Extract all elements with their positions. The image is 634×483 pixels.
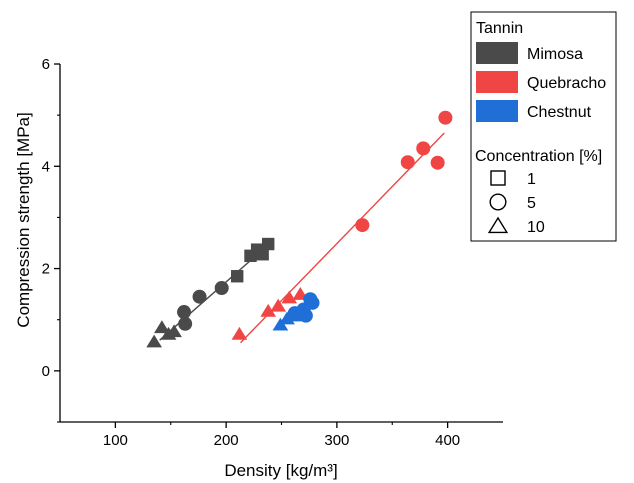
data-point-mimosa-circle (192, 289, 207, 304)
data-point-quebracho-circle (400, 155, 415, 170)
data-point-quebracho-circle (416, 141, 431, 156)
data-point-quebracho-triangle (281, 290, 298, 304)
y-axis-label: Compression strength [MPa] (14, 112, 33, 327)
data-point-quebracho-triangle (270, 298, 287, 312)
data-point-mimosa-triangle (154, 320, 170, 334)
data-point-mimosa-square (231, 270, 244, 283)
data-point-quebracho-triangle (260, 303, 277, 317)
y-tick-label: 4 (42, 158, 50, 175)
legend-shape-circle-icon (489, 193, 507, 211)
legend-label-chestnut: Chestnut (527, 104, 592, 121)
legend-swatch-mimosa (476, 42, 518, 64)
data-point-mimosa-circle (178, 316, 193, 331)
data-point-chestnut-circle (298, 308, 313, 323)
data-point-quebracho-circle (355, 218, 370, 233)
data-point-mimosa-circle (177, 305, 192, 320)
data-point-mimosa-circle (214, 281, 229, 296)
x-tick-label: 200 (214, 432, 239, 449)
x-axis-label: Density [kg/m³] (224, 461, 337, 480)
y-tick-label: 0 (42, 363, 50, 380)
legend: Tannin Mimosa Quebracho Chestnut Concentra… (470, 11, 617, 242)
data-point-chestnut-circle (305, 295, 320, 310)
legend-label-mimosa: Mimosa (527, 46, 583, 63)
data-point-mimosa-square (262, 237, 275, 251)
legend-swatch-chestnut (476, 100, 518, 122)
legend-label-quebracho: Quebracho (527, 75, 606, 92)
data-point-quebracho-circle (438, 110, 453, 125)
x-tick-label: 400 (435, 432, 460, 449)
x-tick-label: 300 (324, 432, 349, 449)
data-point-quebracho-triangle (231, 326, 248, 340)
legend-swatch-quebracho (476, 71, 518, 93)
y-tick-label: 2 (42, 261, 50, 278)
data-points (146, 110, 453, 348)
legend-title-concentration: Concentration [%] (475, 148, 602, 165)
data-point-mimosa-triangle (166, 324, 182, 338)
data-point-mimosa-triangle (146, 334, 162, 348)
legend-shape-triangle-icon (487, 216, 509, 234)
legend-title-tannin: Tannin (476, 20, 523, 37)
legend-concentration-1: 1 (527, 171, 536, 188)
data-point-mimosa-square (256, 248, 269, 261)
y-tick-label: 6 (42, 56, 50, 73)
legend-shape-square-icon (490, 170, 506, 186)
legend-concentration-5: 5 (527, 195, 536, 212)
x-tick-label: 100 (103, 432, 128, 449)
data-point-chestnut-triangle (286, 308, 303, 322)
legend-concentration-10: 10 (527, 219, 545, 236)
data-point-quebracho-circle (430, 155, 445, 170)
axes: 100 200 300 400 0 2 4 6 (42, 56, 503, 449)
